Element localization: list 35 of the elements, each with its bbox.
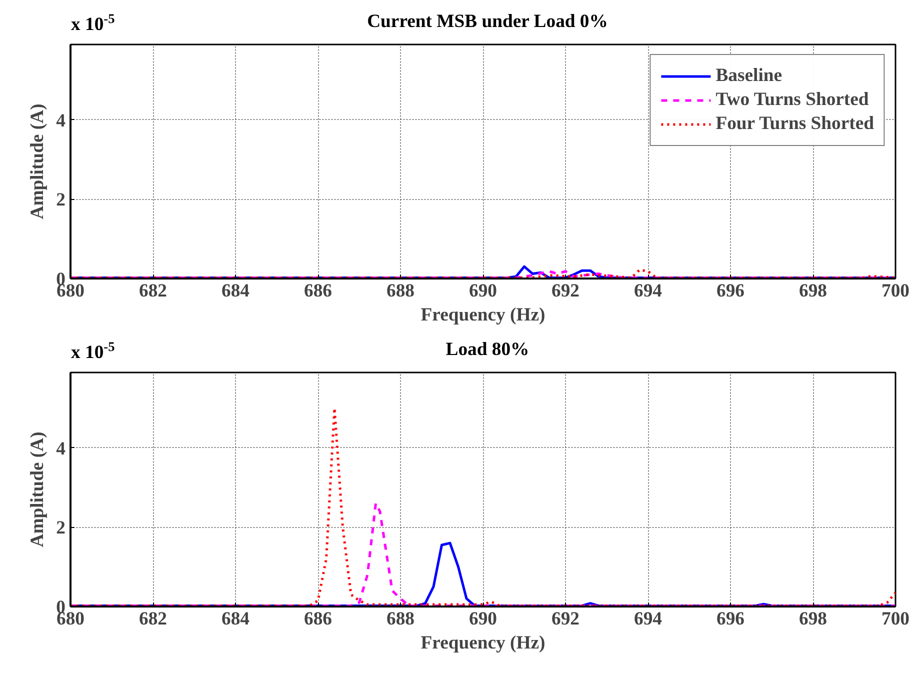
x-tick-label: 694 bbox=[634, 608, 662, 630]
chart-title: Current MSB under Load 0% bbox=[367, 11, 608, 32]
x-tick-label: 694 bbox=[634, 280, 662, 302]
x-tick-label: 696 bbox=[716, 280, 744, 302]
x-tick-label: 684 bbox=[222, 608, 250, 630]
legend-label: Two Turns Shorted bbox=[716, 89, 869, 111]
y-axis-title: Amplitude (A) bbox=[27, 104, 48, 220]
x-tick-label: 690 bbox=[469, 280, 497, 302]
y-tick-label: 4 bbox=[56, 110, 66, 132]
x-axis-title: Frequency (Hz) bbox=[420, 304, 546, 326]
legend-label: Four Turns Shorted bbox=[716, 113, 874, 135]
x-tick-label: 690 bbox=[469, 608, 497, 630]
text: x 10$^{-5}$ bbox=[71, 338, 115, 366]
x-tick-label: 688 bbox=[386, 608, 414, 630]
y-tick-label: 2 bbox=[56, 518, 66, 539]
x-tick-label: 688 bbox=[386, 280, 414, 302]
y-axis-title: Amplitude (A) bbox=[27, 432, 48, 548]
x-tick-label: 692 bbox=[552, 608, 580, 630]
x-tick-label: 682 bbox=[139, 608, 167, 630]
x-tick-label: 682 bbox=[139, 280, 167, 302]
x-axis-title: Frequency (Hz) bbox=[420, 632, 546, 654]
x-tick-label: 698 bbox=[799, 280, 827, 302]
legend-label: Baseline bbox=[716, 65, 782, 87]
text: x 10$^{-5}$ bbox=[71, 10, 115, 38]
x-tick-label: 684 bbox=[222, 280, 250, 302]
y-tick-label: 2 bbox=[56, 190, 66, 211]
x-tick-label: 700 bbox=[882, 280, 910, 302]
x-tick-label: 686 bbox=[304, 608, 332, 630]
x-tick-label: 698 bbox=[799, 608, 827, 630]
x-tick-label: 686 bbox=[304, 280, 332, 302]
x-tick-label: 696 bbox=[716, 608, 744, 630]
x-tick-label: 692 bbox=[552, 280, 580, 302]
chart-title: Load 80% bbox=[446, 339, 530, 360]
y-tick-label: 4 bbox=[56, 438, 66, 460]
x-tick-label: 700 bbox=[882, 608, 910, 630]
